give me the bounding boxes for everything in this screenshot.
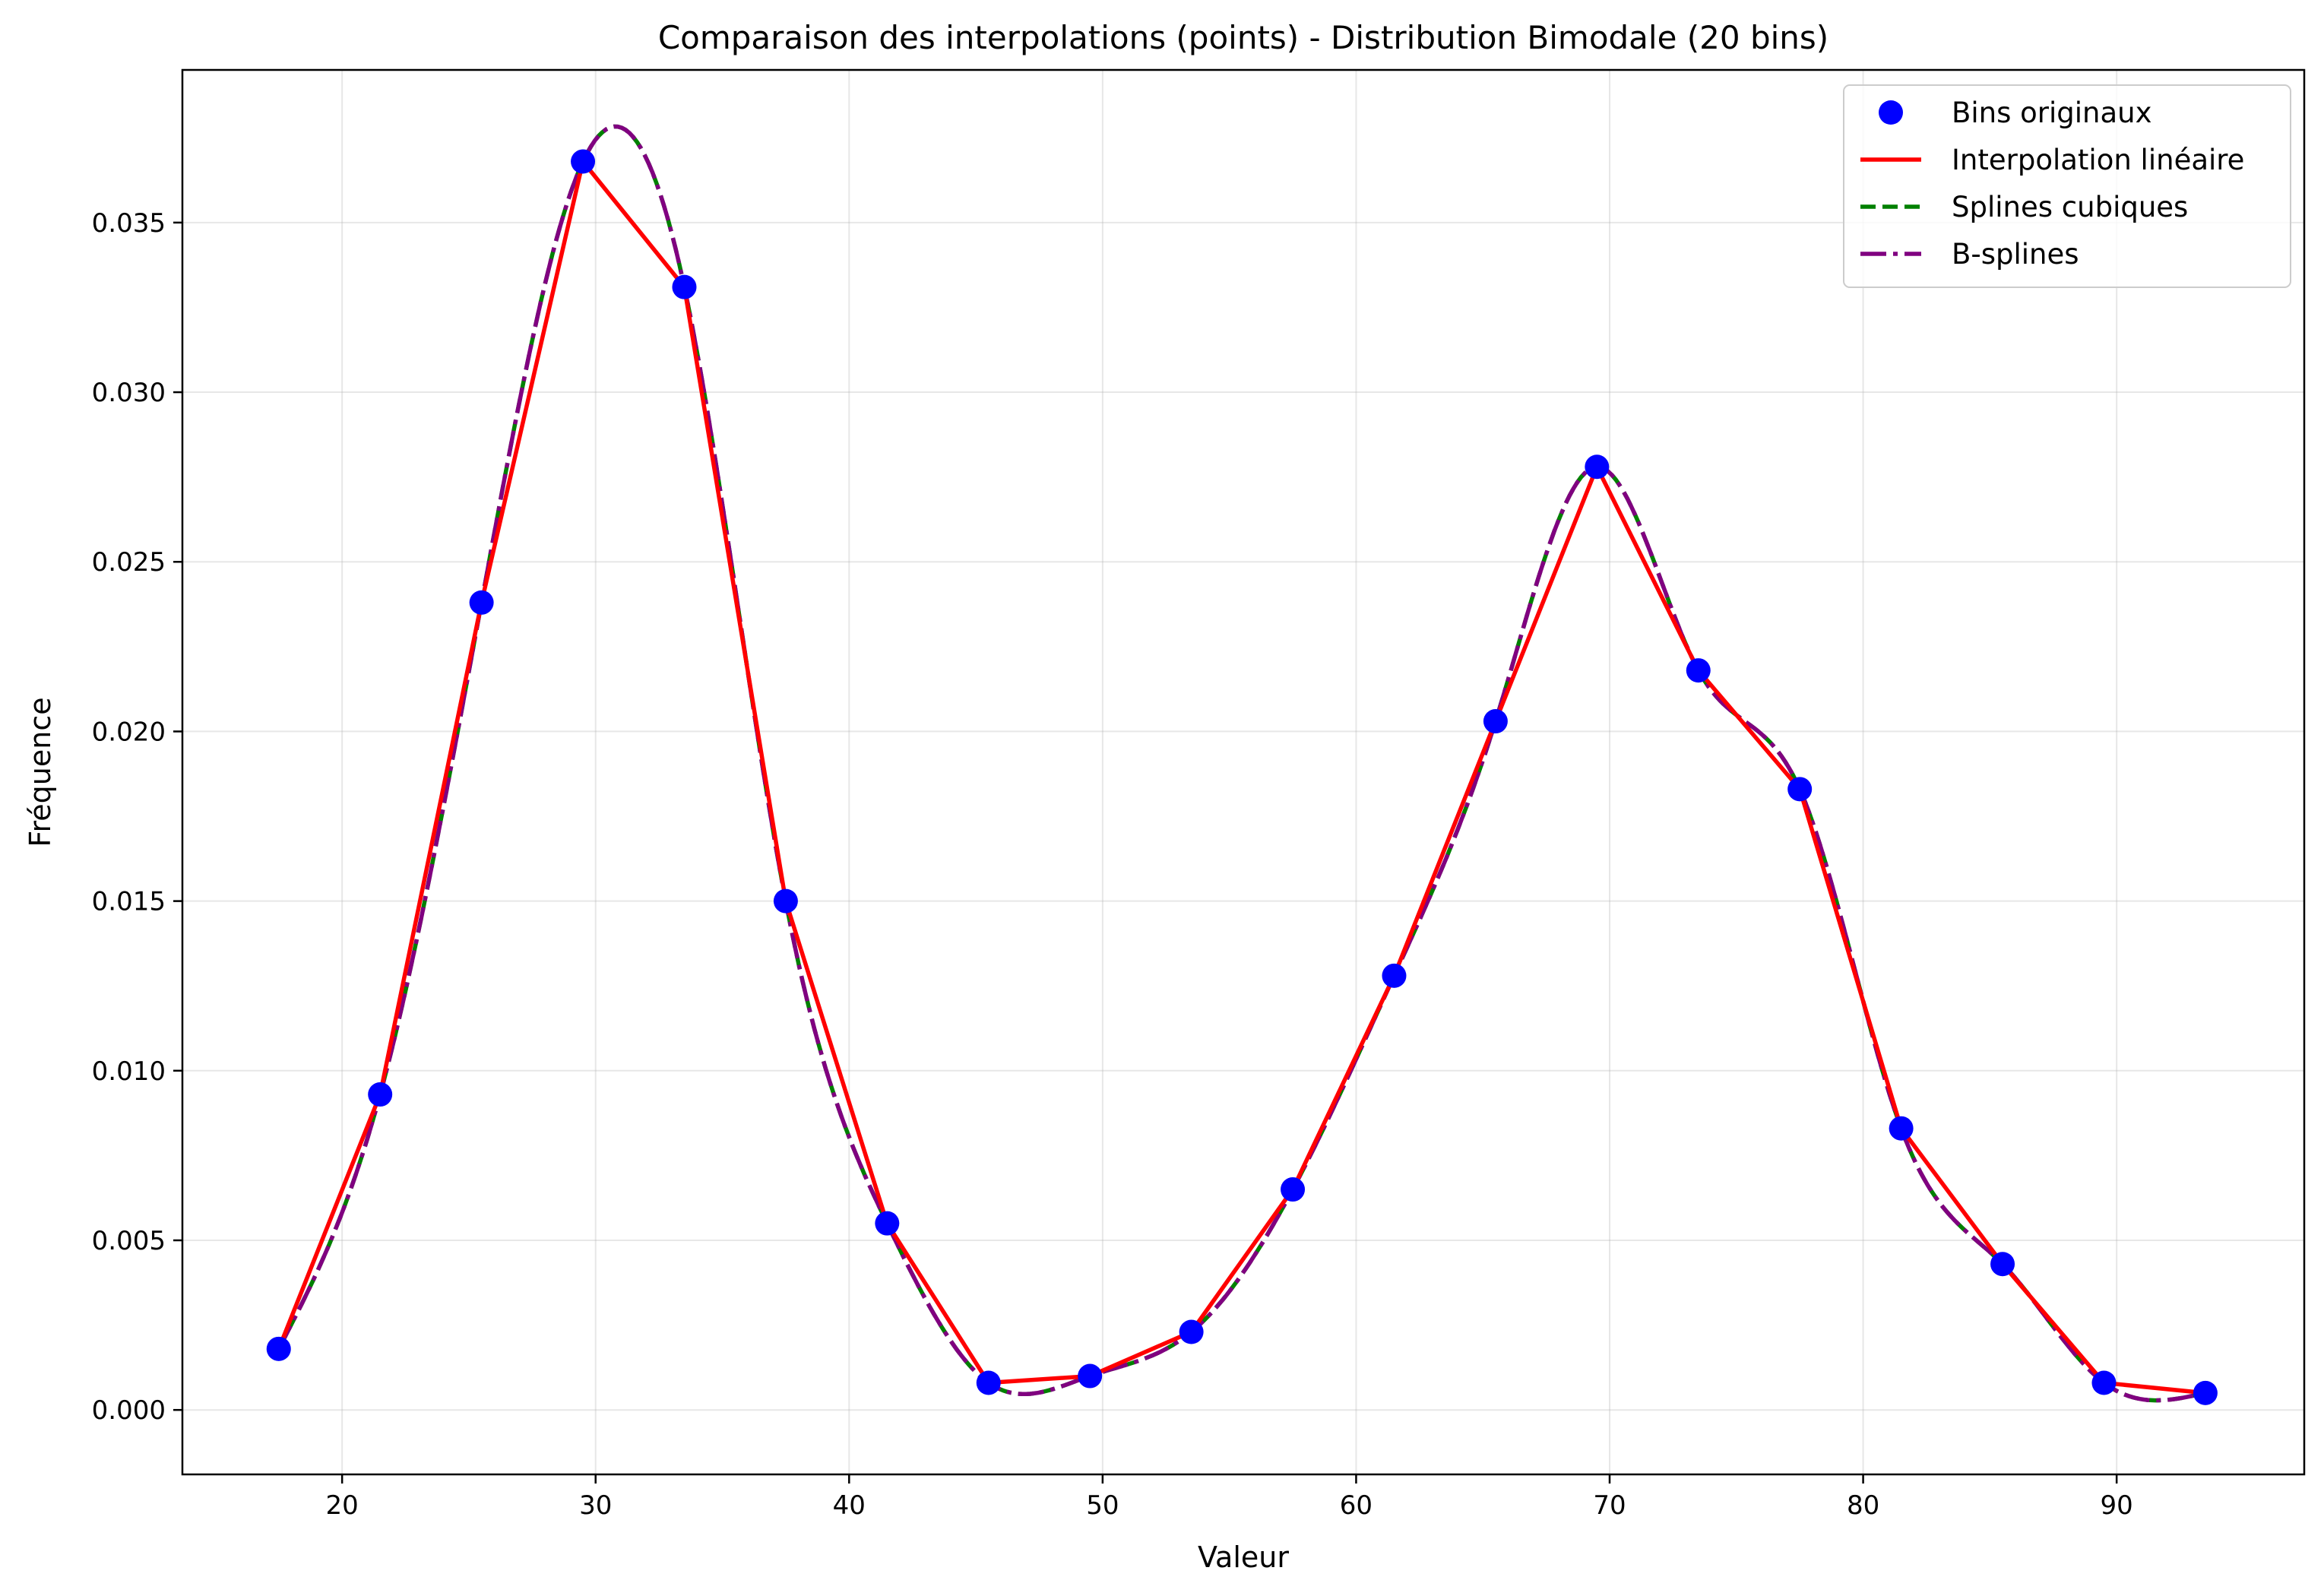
data-point-bin bbox=[1382, 963, 1407, 988]
legend-label: Bins originaux bbox=[1952, 97, 2152, 129]
legend-label: Interpolation linéaire bbox=[1952, 144, 2244, 176]
data-point-bin bbox=[1585, 454, 1610, 480]
y-tick-label: 0.015 bbox=[92, 887, 166, 917]
x-tick-label: 30 bbox=[579, 1490, 612, 1521]
y-tick-label: 0.035 bbox=[92, 208, 166, 239]
data-point-bin bbox=[976, 1370, 1001, 1395]
data-point-bin bbox=[1787, 777, 1813, 802]
x-tick-label: 90 bbox=[2101, 1490, 2133, 1521]
data-point-bin bbox=[1889, 1116, 1914, 1141]
y-tick-label: 0.005 bbox=[92, 1226, 166, 1256]
y-axis-title: Fréquence bbox=[24, 697, 57, 847]
data-point-bin bbox=[2193, 1380, 2218, 1405]
data-point-bin bbox=[1179, 1319, 1204, 1344]
x-tick-label: 20 bbox=[326, 1490, 359, 1521]
y-tick-label: 0.030 bbox=[92, 378, 166, 408]
x-tick-label: 40 bbox=[833, 1490, 866, 1521]
y-tick-label: 0.010 bbox=[92, 1056, 166, 1087]
data-point-bin bbox=[1686, 658, 1711, 683]
data-point-bin bbox=[672, 274, 697, 299]
legend-marker bbox=[1879, 100, 1903, 125]
x-axis-title: Valeur bbox=[1198, 1541, 1289, 1574]
data-point-bin bbox=[1990, 1252, 2015, 1277]
y-tick-label: 0.000 bbox=[92, 1395, 166, 1426]
x-tick-label: 80 bbox=[1847, 1490, 1879, 1521]
data-point-bin bbox=[1483, 709, 1508, 734]
data-point-bin bbox=[469, 590, 494, 615]
data-point-bin bbox=[266, 1336, 291, 1361]
data-point-bin bbox=[875, 1211, 900, 1236]
data-point-bin bbox=[571, 149, 596, 174]
plot-series bbox=[266, 124, 2218, 1405]
x-tick-label: 50 bbox=[1086, 1490, 1119, 1521]
grid-lines bbox=[182, 70, 2304, 1474]
x-tick-label: 70 bbox=[1593, 1490, 1626, 1521]
chart-title: Comparaison des interpolations (points) … bbox=[658, 19, 1828, 56]
legend-box bbox=[1843, 84, 2291, 288]
legend: Bins originaux Interpolation linéaire Spli… bbox=[1843, 84, 2291, 288]
plot-frame bbox=[181, 68, 2306, 1476]
legend-label: Splines cubiques bbox=[1952, 191, 2188, 223]
data-point-bin bbox=[773, 888, 798, 914]
data-point-bin bbox=[368, 1082, 393, 1107]
x-tick-label: 60 bbox=[1340, 1490, 1373, 1521]
legend-label: B-splines bbox=[1952, 238, 2079, 271]
series-line-linear bbox=[277, 159, 2206, 1395]
data-point-bin bbox=[1078, 1363, 1103, 1389]
y-tick-label: 0.020 bbox=[92, 717, 166, 747]
data-point-bin bbox=[2091, 1370, 2117, 1395]
axis-ticks: 20 30 40 50 60 70 80 90 0.000 0.005 0.010 0.015 0.02… bbox=[92, 208, 2133, 1521]
y-tick-label: 0.025 bbox=[92, 547, 166, 578]
data-point-bin bbox=[1281, 1177, 1306, 1202]
